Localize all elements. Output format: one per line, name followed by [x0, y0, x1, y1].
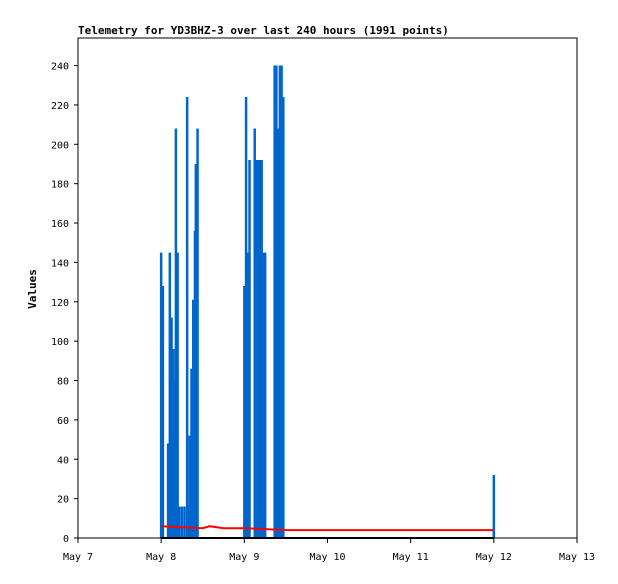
series-1 — [161, 525, 494, 532]
y-tick-label: 0 — [63, 534, 69, 545]
x-tick-label: May 10 — [309, 552, 345, 563]
x-tick-label: May 8 — [146, 552, 176, 563]
plot-area — [159, 65, 496, 539]
y-tick-label: 60 — [57, 416, 69, 427]
y-axis-label: Values — [26, 269, 39, 309]
data-line — [161, 525, 494, 532]
y-tick-label: 120 — [51, 298, 69, 309]
y-tick-label: 160 — [51, 219, 69, 230]
x-tick-label: May 11 — [393, 552, 429, 563]
plot-frame — [77, 37, 578, 539]
y-tick-label: 40 — [57, 455, 69, 466]
y-tick-label: 180 — [51, 180, 69, 191]
chart-title: Telemetry for YD3BHZ-3 over last 240 hou… — [78, 24, 449, 37]
y-tick-label: 220 — [51, 101, 69, 112]
x-tick-label: May 13 — [559, 552, 595, 563]
y-tick-label: 240 — [51, 62, 69, 73]
x-tick-label: May 9 — [229, 552, 259, 563]
series-0 — [159, 65, 496, 538]
axes: 0 20 40 60 80 100 120 140 160 180 200 220 240 May 7 Ma… — [51, 37, 595, 563]
x-tick-label: May 7 — [63, 552, 93, 563]
y-tick-label: 200 — [51, 140, 69, 151]
y-tick-label: 140 — [51, 258, 69, 269]
x-tick-label: May 12 — [476, 552, 512, 563]
y-tick-label: 20 — [57, 495, 69, 506]
y-tick-label: 100 — [51, 337, 69, 348]
y-tick-label: 80 — [57, 377, 69, 388]
